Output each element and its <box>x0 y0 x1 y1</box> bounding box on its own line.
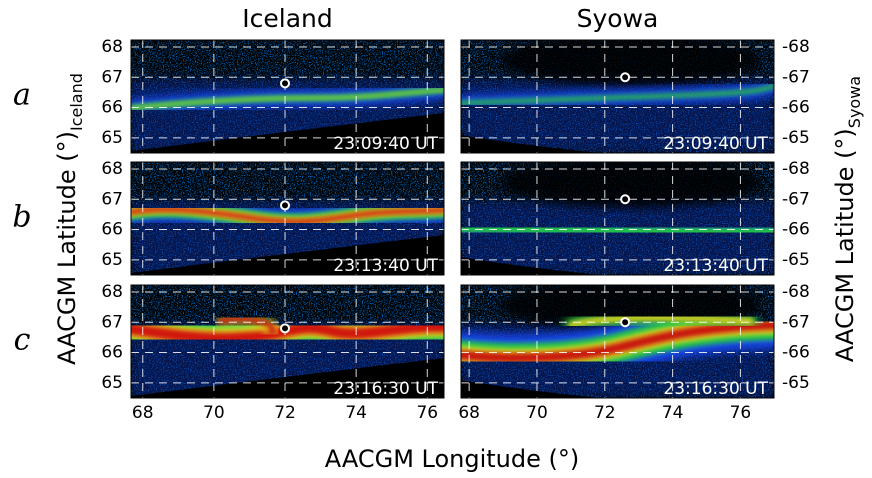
y-label-subscript: Syowa <box>845 76 864 128</box>
x-axis-label: AACGM Longitude (°) <box>325 445 580 473</box>
aurora <box>568 314 754 328</box>
y-tick-label: 65 <box>101 373 123 393</box>
x-tick-label: 72 <box>274 403 296 423</box>
x-tick-label: 74 <box>345 403 367 423</box>
y-tick-label: -65 <box>782 373 810 393</box>
image-panel <box>131 40 444 153</box>
aurora <box>131 320 444 345</box>
row-label: c <box>14 323 31 358</box>
y-tick-label: 68 <box>101 159 123 179</box>
x-tick-label: 70 <box>203 403 225 423</box>
aurora <box>461 83 774 106</box>
fov-edge <box>131 358 444 398</box>
timestamp: 23:16:30 UT <box>663 379 768 399</box>
image-panel <box>461 40 774 153</box>
y-tick-label: -66 <box>782 220 810 240</box>
y-label-text: AACGM Latitude (°) <box>831 128 859 362</box>
row-label: b <box>12 200 31 235</box>
y-label-subscript: Iceland <box>67 73 86 131</box>
aurora <box>461 320 774 363</box>
aurora <box>131 207 444 225</box>
column-title: Iceland <box>242 4 332 33</box>
panel-frame <box>130 39 445 154</box>
y-tick-label: -65 <box>782 128 810 148</box>
y-tick-label: -66 <box>782 98 810 118</box>
fov-edge <box>131 113 444 153</box>
y-tick-label: -68 <box>782 37 810 57</box>
fov-edge <box>461 135 601 153</box>
y-tick-label: 66 <box>101 220 123 240</box>
station-marker <box>280 200 291 211</box>
x-tick-label: 68 <box>458 403 480 423</box>
y-tick-label: -67 <box>782 189 810 209</box>
row-label: a <box>13 78 31 113</box>
y-tick-label: 65 <box>101 128 123 148</box>
station-marker <box>280 323 291 334</box>
station-marker <box>620 72 631 83</box>
y-tick-label: 66 <box>101 98 123 118</box>
fov-edge <box>131 235 444 275</box>
x-tick-label: 76 <box>730 403 752 423</box>
dark-region <box>501 162 761 208</box>
x-tick-label: 72 <box>594 403 616 423</box>
fov-edge <box>461 380 601 398</box>
image-panel <box>131 162 444 275</box>
timestamp: 23:13:40 UT <box>333 256 438 276</box>
x-tick-label: 70 <box>526 403 548 423</box>
dark-region <box>501 40 761 86</box>
timestamp: 23:09:40 UT <box>663 134 768 154</box>
panel-frame <box>460 161 775 276</box>
y-tick-label: 68 <box>101 282 123 302</box>
timestamp: 23:13:40 UT <box>663 256 768 276</box>
panel-frame <box>460 284 775 399</box>
station-marker <box>620 194 631 205</box>
y-axis-label-right: AACGM Latitude (°)Syowa <box>831 76 864 362</box>
aurora <box>461 223 774 237</box>
y-axis-label-left: AACGM Latitude (°)Iceland <box>53 73 86 365</box>
x-tick-label: 74 <box>662 403 684 423</box>
y-tick-label: -65 <box>782 250 810 270</box>
y-tick-label: 68 <box>101 37 123 57</box>
image-panel <box>131 285 444 398</box>
panel-frame <box>130 284 445 399</box>
station-marker <box>280 78 291 89</box>
station-marker <box>620 317 631 328</box>
y-tick-label: -67 <box>782 312 810 332</box>
y-tick-label: 65 <box>101 250 123 270</box>
y-label-text: AACGM Latitude (°) <box>53 131 81 365</box>
y-tick-label: -68 <box>782 282 810 302</box>
y-tick-label: -67 <box>782 67 810 87</box>
timestamp: 23:16:30 UT <box>333 379 438 399</box>
image-panel <box>461 162 774 275</box>
x-tick-label: 76 <box>416 403 438 423</box>
aurora <box>131 89 444 109</box>
y-tick-label: 67 <box>101 67 123 87</box>
x-tick-label: 68 <box>132 403 154 423</box>
y-tick-label: 67 <box>101 312 123 332</box>
panel-frame <box>130 161 445 276</box>
y-tick-label: -66 <box>782 343 810 363</box>
y-tick-label: 66 <box>101 343 123 363</box>
fov-edge <box>461 257 601 275</box>
y-tick-label: -68 <box>782 159 810 179</box>
timestamp: 23:09:40 UT <box>333 134 438 154</box>
y-tick-label: 67 <box>101 189 123 209</box>
panel-frame <box>460 39 775 154</box>
image-panel <box>461 285 774 398</box>
column-title: Syowa <box>577 4 659 33</box>
